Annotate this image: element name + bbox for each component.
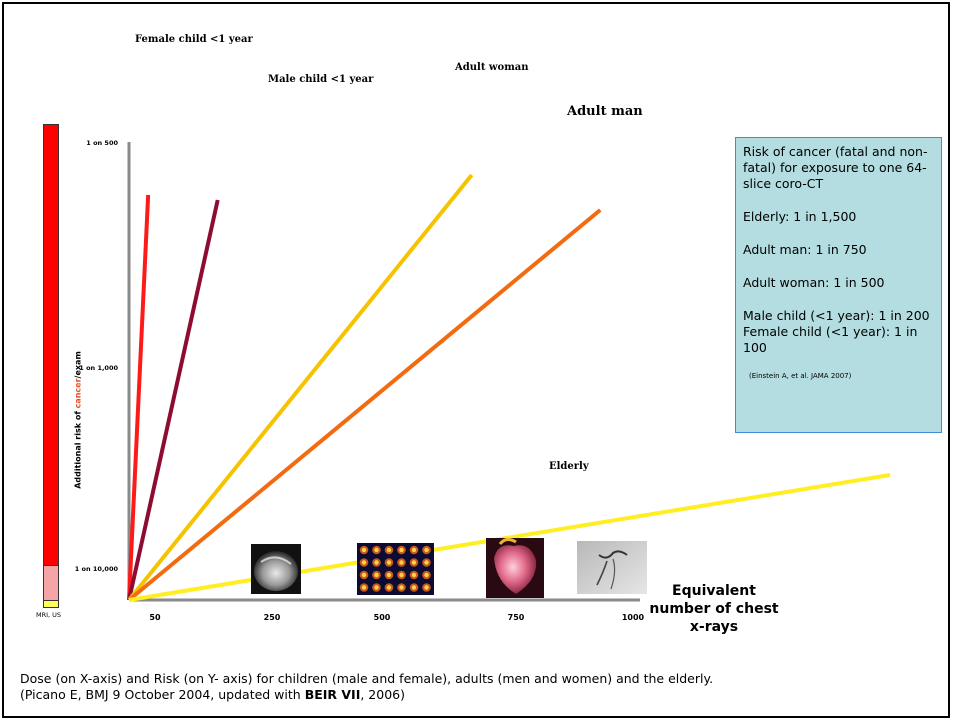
spect-frame-core: [386, 585, 392, 590]
label-male-child: Male child <1 year: [268, 74, 374, 85]
x-axis-title: Equivalent number of chest x-rays: [636, 582, 792, 636]
spect-frame-core: [424, 560, 429, 565]
label-adult-man: Adult man: [567, 104, 643, 119]
y-tick-label: 1 on 10,000: [75, 565, 119, 573]
x-axis-title-line-2: number of chest: [649, 601, 779, 617]
y-tick-label: 1 on 500: [86, 139, 118, 147]
info-box-adult-man: Adult man: 1 in 750: [743, 242, 867, 257]
x-tick-label: 750: [508, 613, 525, 622]
spect-image-thumbnail: [357, 543, 434, 595]
spect-frame-core: [424, 547, 429, 553]
spect-frame-core: [386, 547, 392, 553]
info-box-female-child: Female child (<1 year): 1 in 100: [743, 324, 918, 355]
info-box-male-child: Male child (<1 year): 1 in 200: [743, 308, 930, 323]
x-tick-label: 250: [264, 613, 281, 622]
risk-bar-high-segment: [44, 125, 58, 566]
x-tick-label: 500: [374, 613, 391, 622]
info-box-elderly: Elderly: 1 in 1,500: [743, 209, 857, 224]
risk-color-bar: [43, 124, 59, 608]
y-tick-label: 1 on 1,000: [79, 364, 118, 372]
spect-frame-core: [374, 560, 379, 565]
spect-frame-core: [361, 560, 367, 565]
label-elderly: Elderly: [549, 461, 589, 472]
footnote-line-2: (Picano E, BMJ 9 October 2004, updated w…: [20, 687, 920, 703]
x-axis-title-line-1: Equivalent: [672, 583, 756, 599]
spect-frame-core: [411, 572, 417, 578]
x-tick-label: 50: [149, 613, 161, 622]
footnote-line-2-end: , 2006): [360, 687, 405, 702]
risk-bar-label: MRI, US: [36, 611, 62, 619]
spect-frame-core: [386, 560, 392, 565]
risk-info-box: Risk of cancer (fatal and non-fatal) for…: [735, 137, 942, 433]
ct-heart-image-thumbnail: [486, 538, 544, 598]
series-line: [127, 173, 474, 602]
spect-frame-core: [374, 547, 379, 553]
spect-frame-core: [361, 547, 367, 553]
spect-frame-core: [386, 572, 392, 578]
x-tick-label: 1000: [622, 613, 645, 622]
spect-frame-core: [374, 585, 379, 590]
label-female-child: Female child <1 year: [135, 34, 253, 45]
spect-frame-core: [399, 585, 404, 590]
series-line: [127, 199, 220, 601]
risk-bar-low-segment: [44, 601, 58, 607]
chart-axes: [127, 142, 640, 602]
slide-footnote: Dose (on X-axis) and Risk (on Y- axis) f…: [20, 671, 920, 703]
series-line: [127, 208, 602, 602]
spect-frame-core: [424, 585, 429, 590]
label-adult-woman: Adult woman: [455, 62, 529, 73]
info-box-adult-woman: Adult woman: 1 in 500: [743, 275, 885, 290]
x-axis-title-line-3: x-rays: [689, 619, 739, 635]
spect-frame-core: [399, 572, 404, 578]
footnote-line-1: Dose (on X-axis) and Risk (on Y- axis) f…: [20, 671, 714, 686]
info-box-heading: Risk of cancer (fatal and non-fatal) for…: [743, 144, 928, 191]
spect-frame-core: [374, 572, 379, 578]
footnote-line-2-text: (Picano E, BMJ 9 October 2004, updated w…: [20, 687, 305, 702]
angiography-image-thumbnail: [577, 541, 647, 594]
info-box-citation: (Einstein A, et al. JAMA 2007): [749, 372, 852, 380]
spect-frame-core: [424, 572, 429, 578]
spect-frame-core: [399, 560, 404, 565]
spect-frame-core: [399, 547, 404, 553]
risk-bar-medium-segment: [44, 566, 58, 601]
spect-frame-core: [361, 585, 367, 590]
spect-frame-core: [411, 547, 417, 553]
footnote-line-2-bold: BEIR VII: [304, 687, 361, 702]
series-line: [127, 194, 151, 601]
chart-tick-labels: 50 250 500 750 1000 1 on 10,000 1 on 1,000 1 on…: [75, 139, 645, 622]
spect-frame-core: [411, 560, 417, 565]
spect-frame-core: [361, 572, 367, 578]
spect-frame-core: [411, 585, 417, 590]
echo-image-thumbnail: [251, 544, 301, 594]
